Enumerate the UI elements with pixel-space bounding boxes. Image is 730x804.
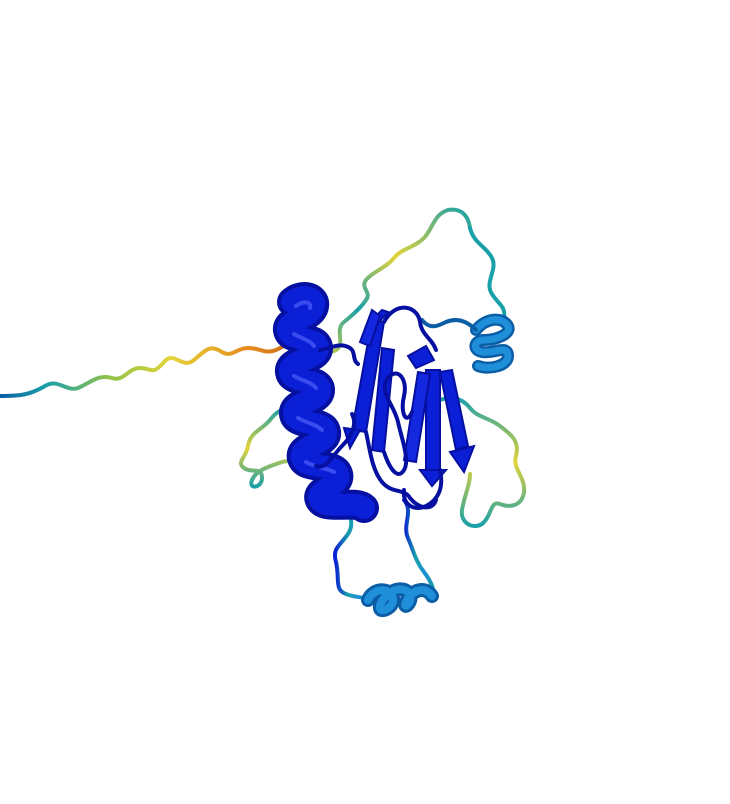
top-right-loop-coil xyxy=(468,226,507,320)
beta-sheet-left xyxy=(342,308,396,454)
orange-loop-coil xyxy=(308,207,472,354)
helix-to-sheet-coil xyxy=(314,343,360,469)
main-alpha-helix xyxy=(273,282,379,523)
bottom-loop-coil xyxy=(333,498,370,602)
small-helix-connector-coil xyxy=(420,318,478,332)
right-small-helix xyxy=(469,313,515,374)
bottom-loop-coil-right xyxy=(402,498,436,600)
right-loop-coil xyxy=(438,396,527,529)
left-loop-coil xyxy=(238,406,318,489)
core-connector-coils xyxy=(364,305,444,510)
n-terminal-tail-coil xyxy=(0,338,312,398)
bottom-helix xyxy=(361,582,439,618)
beta-sheet-right xyxy=(402,344,476,488)
